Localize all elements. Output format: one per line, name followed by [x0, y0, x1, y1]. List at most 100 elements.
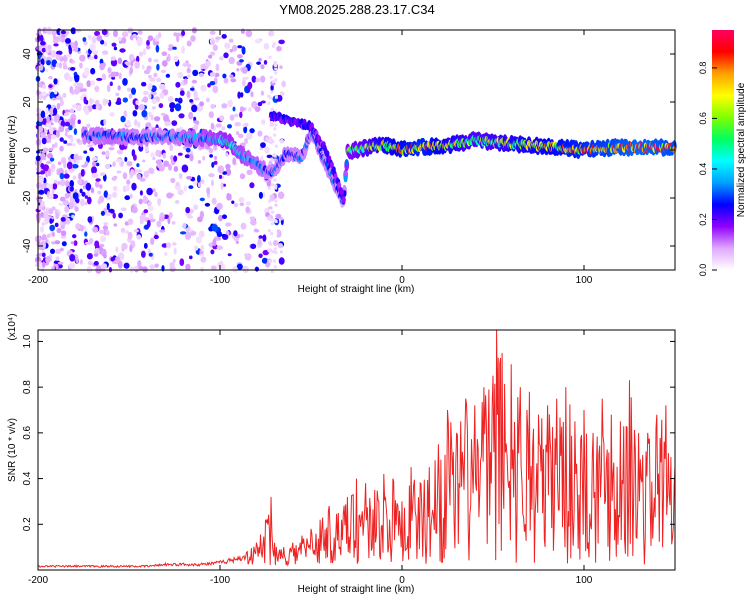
spectrogram-noise-cell	[97, 199, 102, 205]
spectrogram-noise-cell	[240, 233, 244, 238]
spectrogram-noise-cell	[79, 188, 83, 194]
spectrogram-noise-cell	[189, 255, 193, 260]
spectrogram-noise-cell	[169, 144, 173, 152]
spectrogram-noise-cell	[212, 238, 217, 247]
spectrogram-noise-cell	[69, 186, 74, 192]
spectrogram-noise-cell	[113, 30, 118, 38]
spectrogram-noise-cell	[234, 122, 241, 127]
spectrogram-noise-cell	[106, 202, 110, 211]
spectrogram-noise-cell	[120, 160, 124, 167]
spectrogram-noise-cell	[178, 173, 183, 180]
spectrogram-noise-cell	[157, 198, 162, 204]
spectrogram-noise-cell	[91, 50, 99, 54]
spectrogram-noise-cell	[271, 250, 275, 254]
spectrogram-noise-cell	[219, 115, 225, 122]
spectrogram-noise-cell	[62, 61, 67, 67]
spectrogram-noise-cell	[182, 222, 187, 229]
spectrogram-noise-cell	[38, 93, 43, 101]
spectrogram-noise-cell	[161, 243, 168, 248]
spectrogram-noise-cell	[66, 142, 73, 146]
spectrogram-noise-cell	[133, 229, 139, 233]
spectrogram-x-tick-label: -100	[210, 275, 230, 286]
spectrogram-noise-cell	[173, 55, 179, 63]
spectrogram-noise-cell	[229, 49, 233, 53]
spectrogram-noise-cell	[130, 169, 135, 177]
spectrogram-noise-cell	[46, 234, 51, 238]
spectrogram-noise-cell	[221, 103, 228, 109]
spectrogram-noise-cell	[186, 215, 194, 219]
spectrogram-noise-cell	[101, 151, 106, 155]
spectrogram-noise-cell	[225, 152, 229, 157]
spectrogram-noise-cell	[132, 206, 138, 214]
spectrogram-noise-cell	[101, 28, 108, 36]
spectrogram-noise-cell	[164, 252, 168, 256]
spectrogram-noise-cell	[167, 53, 171, 62]
spectrogram-noise-cell	[80, 225, 84, 232]
spectrogram-noise-cell	[45, 68, 49, 73]
spectrogram-noise-cell	[274, 123, 278, 127]
spectrogram-noise-cell	[117, 149, 123, 155]
spectrogram-noise-cell	[185, 263, 191, 271]
spectrogram-noise-cell	[168, 164, 172, 171]
spectrogram-noise-cell	[77, 179, 83, 185]
spectrogram-noise-cell	[135, 100, 140, 105]
spectrogram-y-ticks: -40 -20 0 20 40	[22, 48, 675, 253]
spectrogram-noise-cell	[268, 55, 272, 59]
spectrogram-noise-cell	[50, 50, 57, 58]
spectrogram-noise-cell	[89, 147, 94, 152]
spectrogram-noise-cell	[200, 179, 205, 185]
spectrogram-noise-cell	[51, 241, 56, 245]
spectrogram-noise-cell	[273, 61, 277, 64]
spectrogram-noise-cell	[217, 237, 222, 241]
spectrogram-noise-cell	[124, 230, 130, 235]
spectrogram-noise-cell	[269, 242, 273, 246]
spectrogram-noise-cell	[193, 90, 198, 98]
spectrogram-noise-cell	[184, 154, 190, 159]
spectrogram-noise-cell	[258, 253, 263, 259]
spectrogram-noise-cell	[161, 265, 165, 272]
spectrogram-noise-cell	[276, 45, 282, 52]
snr-x-tick-label: -200	[28, 575, 48, 586]
spectrogram-noise-cell	[94, 30, 101, 37]
spectrogram-noise-cell	[237, 54, 243, 59]
spectrogram-noise-cell	[270, 90, 274, 94]
spectrogram-noise-cell	[166, 192, 173, 199]
spectrogram-noise-cell	[250, 219, 257, 226]
spectrogram-noise-cell	[166, 242, 172, 249]
spectrogram-noise-cell	[60, 30, 66, 35]
spectrogram-noise-cell	[210, 103, 216, 109]
spectrogram-noise-cell	[197, 175, 201, 183]
spectrogram-noise-cell	[138, 198, 143, 205]
spectrogram-noise-cell	[210, 122, 215, 130]
spectrogram-noise-cell	[240, 222, 247, 230]
spectrogram-noise-cell	[251, 101, 258, 109]
spectrogram-noise-cell	[274, 95, 278, 99]
spectrogram-noise-cell	[40, 58, 45, 66]
spectrogram-noise-cell	[232, 44, 238, 52]
spectrogram-noise-cell	[261, 119, 266, 125]
spectrogram-noise-cell	[228, 38, 234, 43]
spectrogram-noise-cell	[254, 229, 260, 233]
spectrogram-noise-cell	[83, 150, 88, 154]
spectrogram-noise-cell	[236, 263, 243, 270]
spectrogram-noise-cell	[265, 136, 269, 143]
spectrogram-noise-cell	[193, 116, 197, 122]
spectrogram-noise-cell	[242, 80, 246, 87]
spectrogram-noise-cell	[87, 144, 94, 148]
spectrogram-noise-cell	[113, 223, 118, 227]
spectrogram-noise-cell	[278, 257, 285, 265]
spectrogram-noise-cell	[272, 44, 275, 48]
spectrogram-noise-cell	[160, 69, 166, 74]
spectrogram-noise-cell	[110, 56, 117, 61]
spectrogram-noise-cell	[241, 66, 248, 74]
spectrogram-noise-cell	[138, 51, 144, 57]
spectrogram-noise-cell	[279, 65, 283, 69]
spectrogram-noise-cell	[159, 92, 165, 99]
spectrogram-noise-cell	[45, 256, 52, 263]
spectrogram-noise-cell	[96, 77, 103, 81]
spectrogram-noise-cell	[59, 137, 64, 142]
colorbar-label: Normalized spectral amplitude	[736, 82, 747, 217]
spectrogram-noise-cell	[59, 98, 64, 107]
spectrogram-noise-cell	[153, 72, 158, 78]
spectrogram-noise-cell	[267, 94, 271, 98]
